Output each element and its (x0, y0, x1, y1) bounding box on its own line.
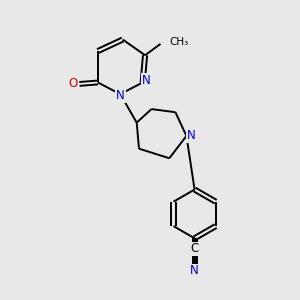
Text: N: N (142, 74, 151, 87)
Text: CH₃: CH₃ (169, 38, 189, 47)
Text: N: N (116, 89, 125, 102)
Text: N: N (190, 265, 199, 278)
Text: O: O (68, 77, 77, 90)
Text: N: N (187, 129, 195, 142)
Text: C: C (190, 242, 199, 256)
